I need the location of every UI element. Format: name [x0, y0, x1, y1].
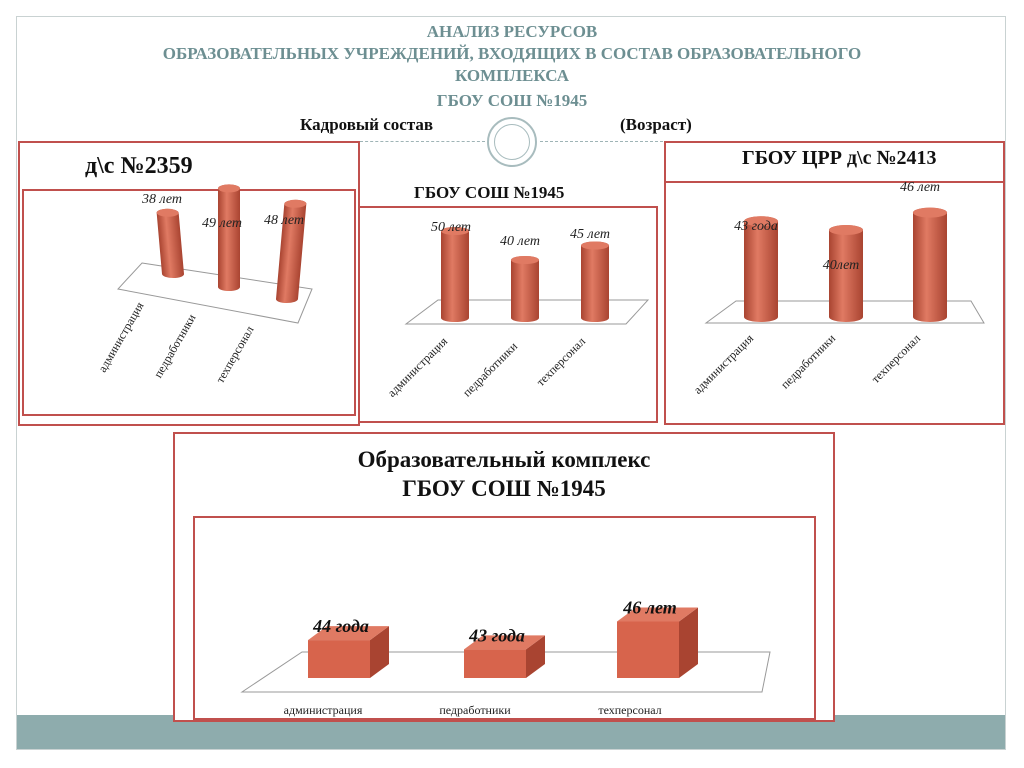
chart-school1945: 50 лет администрация 40 лет педработники 45 … — [385, 220, 650, 400]
bar-top — [464, 635, 545, 650]
bar-side — [526, 635, 545, 678]
bar — [617, 621, 679, 678]
chart-ds2359: 38 лет администрация 49 лет педработники 48 … — [95, 184, 313, 385]
category-label: администрация — [385, 334, 451, 400]
chart-floor — [117, 262, 313, 324]
bar — [829, 225, 863, 322]
bar-side — [679, 607, 698, 678]
heading-line-2: ОБРАЗОВАТЕЛЬНЫХ УЧРЕЖДЕНИЙ, ВХОДЯЩИХ В С… — [162, 44, 862, 63]
chart-complex: 44 года 43 года 46 лет администрация педрабо… — [240, 598, 771, 717]
panel-school1945-title: ГБОУ СОШ №1945 — [414, 183, 565, 202]
bar — [581, 241, 609, 322]
subtitle-staff: Кадровый состав — [300, 115, 434, 134]
category-label: техперсонал — [868, 331, 923, 386]
category-label: педработники — [460, 339, 521, 400]
bar — [156, 208, 185, 278]
bar — [913, 207, 947, 322]
data-label: 45 лет — [570, 227, 610, 242]
slide-frame — [16, 16, 1006, 750]
category-label: техперсонал — [533, 334, 588, 389]
data-label: 40 лет — [500, 234, 540, 249]
category-label: педработники — [778, 331, 839, 392]
category-label: администрация — [95, 299, 147, 375]
category-label: техперсонал — [213, 323, 257, 385]
data-label: 48 лет — [264, 213, 304, 228]
category-label: техперсонал — [598, 703, 661, 717]
heading-line-3: КОМПЛЕКСА — [454, 66, 569, 85]
bar — [511, 256, 539, 322]
category-label: администрация — [284, 703, 363, 717]
subtitle-age: (Возраст) — [620, 115, 692, 134]
bar — [218, 184, 240, 291]
heading-line-4: ГБОУ СОШ №1945 — [436, 91, 588, 110]
panel-crr2413-title: ГБОУ ЦРР д\с №2413 — [742, 147, 937, 169]
category-label: администрация — [691, 331, 757, 397]
data-label: 50 лет — [431, 220, 471, 235]
circle-ornament — [487, 117, 537, 167]
bar — [441, 227, 469, 322]
bar — [744, 216, 778, 322]
data-label: 38 лет — [141, 192, 182, 207]
chart-crr2413: 43 года администрация 40лет педработники 46 … — [691, 180, 985, 397]
data-label: 40лет — [823, 258, 860, 273]
bar — [275, 199, 307, 303]
bar — [308, 640, 370, 678]
bar — [464, 649, 526, 678]
heading-line-1: АНАЛИЗ РЕСУРСОВ — [426, 22, 598, 41]
panel-ds2359-title: д\с №2359 — [85, 153, 193, 179]
data-label: 44 года — [312, 616, 369, 636]
panel-crr2413-header — [664, 141, 1005, 183]
bar-top — [308, 626, 389, 641]
data-label: 43 года — [734, 219, 778, 234]
bar-top — [617, 607, 698, 622]
panel-complex-title: Образовательный комплекс ГБОУ СОШ №1945 — [357, 447, 651, 501]
divider-right — [540, 141, 668, 142]
bar-side — [370, 626, 389, 678]
data-label: 46 лет — [900, 180, 940, 195]
data-label: 49 лет — [202, 216, 242, 231]
category-label: педработники — [439, 703, 511, 717]
divider-left — [360, 141, 485, 142]
category-label: педработники — [151, 311, 199, 380]
data-label: 46 лет — [622, 598, 677, 618]
data-label: 43 года — [468, 625, 525, 645]
